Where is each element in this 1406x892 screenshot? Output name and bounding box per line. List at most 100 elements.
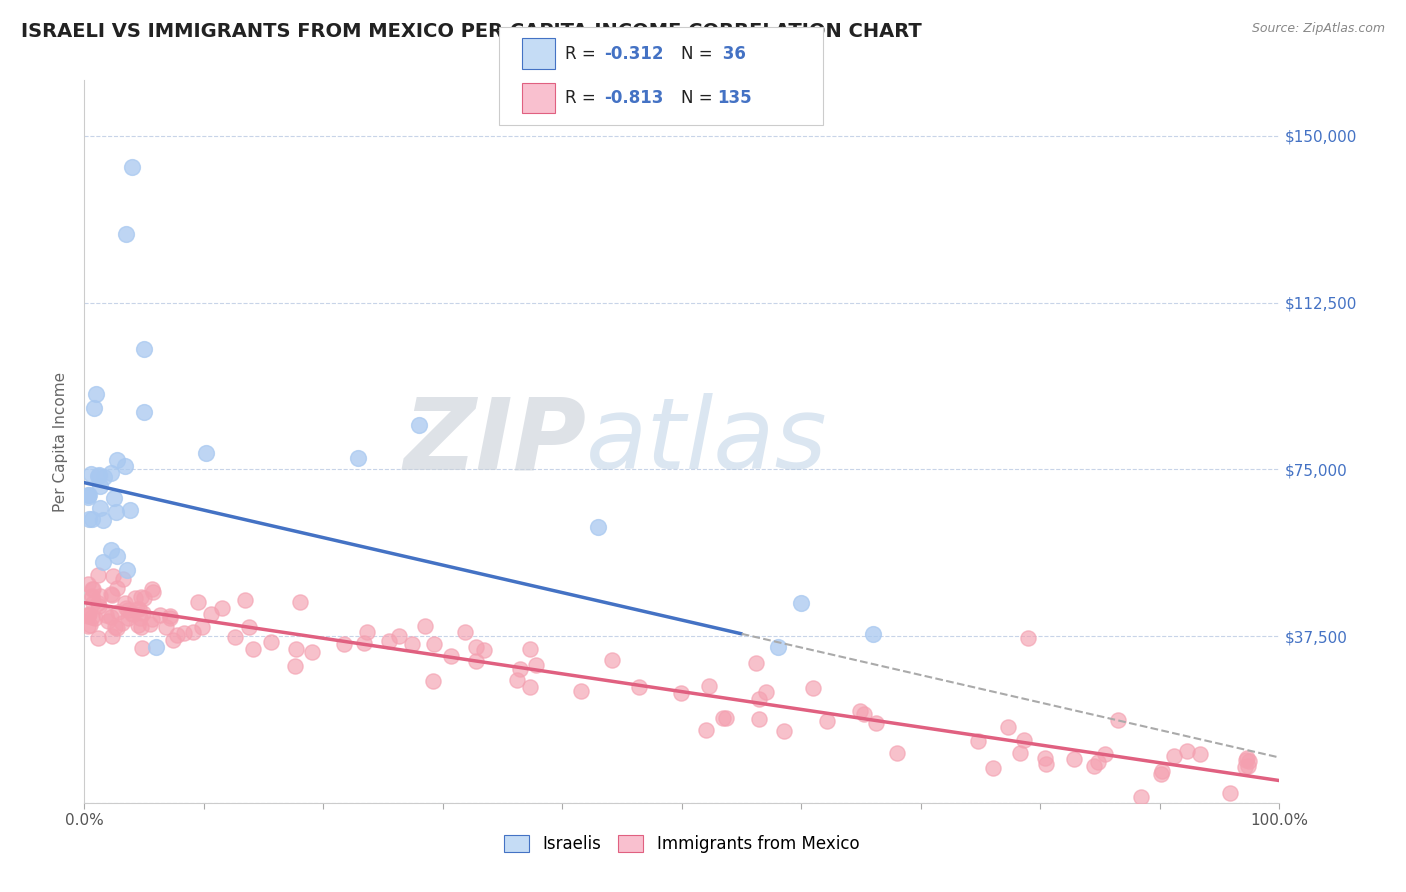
Text: 135: 135 xyxy=(717,89,752,107)
Point xyxy=(773,724,796,739)
Point xyxy=(848,704,870,718)
Text: R =: R = xyxy=(565,45,602,62)
Point xyxy=(388,629,411,643)
Point xyxy=(401,637,423,651)
Point xyxy=(82,596,104,610)
Point xyxy=(82,591,104,605)
Point xyxy=(142,585,165,599)
Point xyxy=(159,611,181,625)
Point xyxy=(111,572,134,586)
Point xyxy=(569,684,592,698)
Point xyxy=(124,591,146,606)
Text: ISRAELI VS IMMIGRANTS FROM MEXICO PER CAPITA INCOME CORRELATION CHART: ISRAELI VS IMMIGRANTS FROM MEXICO PER CA… xyxy=(21,22,922,41)
Point xyxy=(505,673,527,687)
Point xyxy=(104,620,127,634)
Text: R =: R = xyxy=(565,89,602,107)
Point xyxy=(183,625,205,640)
Point xyxy=(413,619,436,633)
Point xyxy=(117,603,139,617)
Point xyxy=(1234,753,1257,767)
Y-axis label: Per Capita Income: Per Capita Income xyxy=(53,371,69,512)
Point xyxy=(766,640,789,655)
Point xyxy=(77,609,100,624)
Point xyxy=(865,716,887,731)
Point xyxy=(669,686,692,700)
Point xyxy=(194,446,217,460)
Point xyxy=(162,632,184,647)
Point xyxy=(242,641,264,656)
Point xyxy=(91,555,114,569)
Point xyxy=(284,642,307,657)
Point xyxy=(744,656,766,670)
Point xyxy=(103,491,125,505)
Point xyxy=(77,488,100,502)
Point xyxy=(260,634,283,648)
Point xyxy=(117,563,139,577)
Point xyxy=(173,626,195,640)
Point xyxy=(966,734,988,748)
Point xyxy=(132,606,155,620)
Point xyxy=(121,606,143,620)
Point xyxy=(519,641,541,656)
Point xyxy=(1094,747,1116,761)
Point xyxy=(474,642,496,657)
Point xyxy=(1012,733,1035,747)
Point xyxy=(115,227,138,241)
Text: -0.813: -0.813 xyxy=(605,89,664,107)
Text: ZIP: ZIP xyxy=(404,393,586,490)
Point xyxy=(1218,786,1240,800)
Legend: Israelis, Immigrants from Mexico: Israelis, Immigrants from Mexico xyxy=(498,828,866,860)
Point xyxy=(121,160,143,174)
Point xyxy=(1083,759,1105,773)
Point xyxy=(588,520,610,534)
Point xyxy=(187,595,209,609)
Point xyxy=(77,607,100,622)
Point xyxy=(114,601,136,615)
Point xyxy=(423,637,446,651)
Point xyxy=(105,621,128,635)
Point xyxy=(1087,755,1109,769)
Point xyxy=(105,582,128,596)
Point xyxy=(454,625,477,640)
Point xyxy=(1189,747,1212,761)
Point xyxy=(290,595,312,609)
Point xyxy=(141,582,163,596)
Text: -0.312: -0.312 xyxy=(605,45,664,62)
Text: N =: N = xyxy=(681,89,717,107)
Point xyxy=(790,596,813,610)
Point xyxy=(77,577,100,591)
Point xyxy=(697,679,720,693)
Point xyxy=(77,607,100,622)
Point xyxy=(86,387,108,401)
Point xyxy=(852,707,875,722)
Point xyxy=(87,631,110,645)
Point xyxy=(87,568,110,582)
Point xyxy=(104,505,127,519)
Point xyxy=(145,640,167,655)
Point xyxy=(100,542,122,557)
Point xyxy=(695,723,717,737)
Point xyxy=(301,645,323,659)
Point xyxy=(284,659,307,673)
Point xyxy=(100,610,122,624)
Point xyxy=(200,607,222,621)
Point xyxy=(155,620,177,634)
Point xyxy=(238,619,260,633)
Point xyxy=(79,512,101,526)
Text: atlas: atlas xyxy=(586,393,828,490)
Point xyxy=(628,680,651,694)
Point xyxy=(127,602,149,616)
Point xyxy=(378,634,401,648)
Point xyxy=(77,488,100,502)
Point xyxy=(1008,746,1031,760)
Point xyxy=(353,635,375,649)
Point xyxy=(422,673,444,688)
Point xyxy=(132,343,156,357)
Point xyxy=(120,503,142,517)
Point xyxy=(1035,756,1057,771)
Point xyxy=(1233,760,1256,774)
Point xyxy=(101,569,124,583)
Point xyxy=(89,500,111,515)
Point xyxy=(101,588,124,602)
Point xyxy=(141,612,163,626)
